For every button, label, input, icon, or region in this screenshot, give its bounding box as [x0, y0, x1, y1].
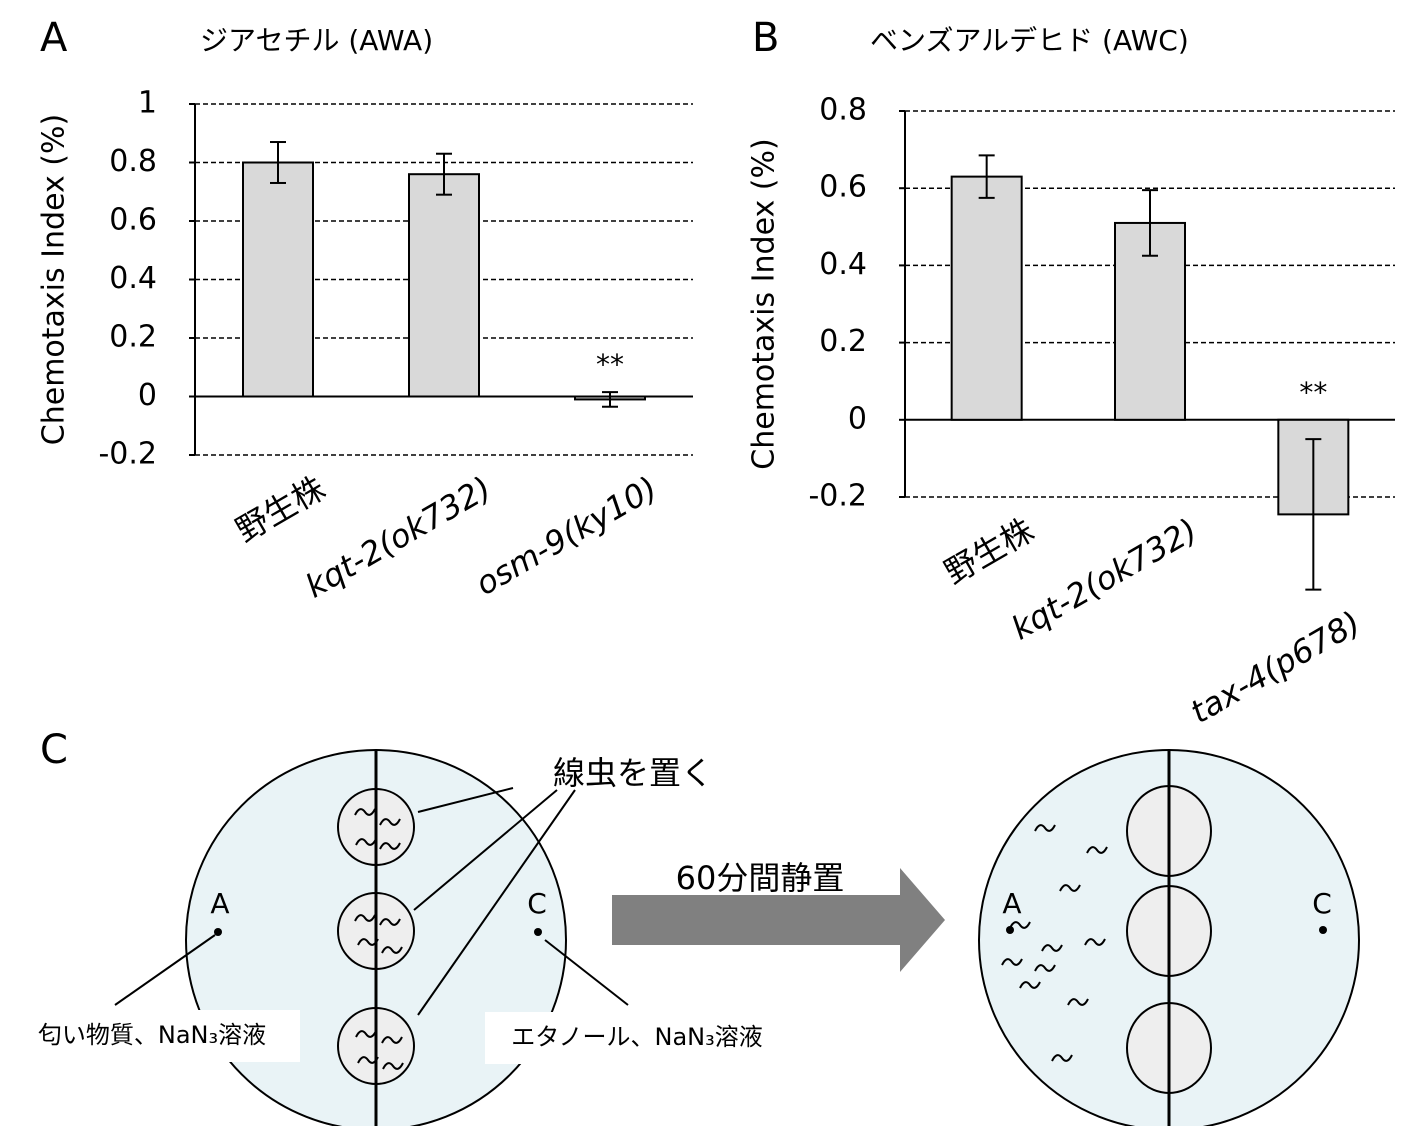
- significance-label: **: [1299, 376, 1327, 409]
- y-axis-label: Chemotaxis Index (%): [747, 138, 782, 469]
- worm: [1019, 981, 1041, 989]
- point-label: C: [527, 887, 547, 920]
- worm-note: 線虫を置く: [553, 754, 713, 792]
- x-tick-label: osm-9(ky10): [469, 469, 663, 603]
- worm: [1051, 1054, 1073, 1062]
- worm: [1059, 884, 1081, 892]
- worm: [357, 938, 379, 946]
- y-tick-label: 0.6: [109, 203, 157, 238]
- pointer: [417, 789, 576, 1016]
- y-tick-label: 0.8: [109, 144, 157, 179]
- worm: [1009, 921, 1031, 929]
- x-tick-label: kqt-2(ok732): [1005, 511, 1204, 648]
- y-axis-label: Chemotaxis Index (%): [37, 114, 72, 445]
- worm: [357, 1056, 379, 1064]
- pointer: [413, 789, 558, 911]
- arrow-label: 60分間静置: [676, 859, 845, 897]
- point-label: A: [210, 887, 229, 920]
- worm: [379, 818, 401, 826]
- worm: [1001, 958, 1023, 966]
- panel-label: A: [40, 15, 68, 61]
- point: [1006, 926, 1014, 934]
- chart-title: ジアセチル (AWA): [200, 24, 433, 57]
- worm: [1034, 964, 1056, 972]
- y-tick-label: 0: [848, 401, 867, 436]
- worm: [381, 946, 403, 954]
- worm: [354, 914, 376, 922]
- worm: [379, 918, 401, 926]
- chart-title: ベンズアルデヒド (AWC): [870, 24, 1189, 57]
- label-box: [5, 1010, 300, 1062]
- bar: [950, 175, 1023, 421]
- y-tick-label: 0.2: [819, 324, 867, 359]
- worm: [379, 842, 401, 850]
- panel-label: C: [40, 727, 68, 773]
- label-box: [485, 1012, 790, 1064]
- bar: [408, 173, 480, 398]
- y-tick-label: 0.6: [819, 170, 867, 205]
- note: エタノール、NaN₃溶液: [511, 1023, 763, 1051]
- worm: [1067, 998, 1089, 1006]
- x-tick-label: kqt-2(ok732): [299, 469, 498, 606]
- panel-label: B: [752, 15, 779, 61]
- y-tick-label: 0: [138, 378, 157, 413]
- arrow: [612, 868, 945, 972]
- point-label: C: [1312, 887, 1332, 920]
- x-tick-label: 野生株: [229, 469, 331, 550]
- x-tick-label: 野生株: [938, 511, 1040, 592]
- x-tick-label: tax-4(p678): [1184, 603, 1367, 731]
- diagram: C 線虫を置く 60分間静置 A C 匂い物質、NaN₃溶液 エタノール、NaN…: [5, 727, 1360, 1126]
- bar: [242, 161, 314, 398]
- worm: [1086, 846, 1108, 854]
- pointer: [544, 939, 629, 1006]
- worm: [1041, 944, 1063, 952]
- pointer: [417, 787, 514, 813]
- y-tick-label: -0.2: [808, 479, 867, 514]
- worm: [381, 1036, 403, 1044]
- worm: [355, 838, 377, 846]
- point: [214, 928, 222, 936]
- worm: [355, 1030, 377, 1038]
- significance-label: **: [596, 348, 624, 381]
- y-tick-label: 0.4: [819, 247, 867, 282]
- y-tick-label: -0.2: [98, 437, 157, 472]
- worm: [354, 808, 376, 816]
- y-tick-label: 0.4: [109, 261, 157, 296]
- pointer: [114, 934, 216, 1006]
- worm: [1084, 938, 1106, 946]
- worm: [1034, 824, 1056, 832]
- point-label: A: [1002, 887, 1021, 920]
- point: [1319, 926, 1327, 934]
- y-tick-label: 1: [138, 86, 157, 121]
- y-tick-label: 0.2: [109, 320, 157, 355]
- y-tick-label: 0.8: [819, 93, 867, 128]
- worm: [382, 1062, 404, 1070]
- point: [534, 928, 542, 936]
- note: 匂い物質、NaN₃溶液: [38, 1021, 266, 1049]
